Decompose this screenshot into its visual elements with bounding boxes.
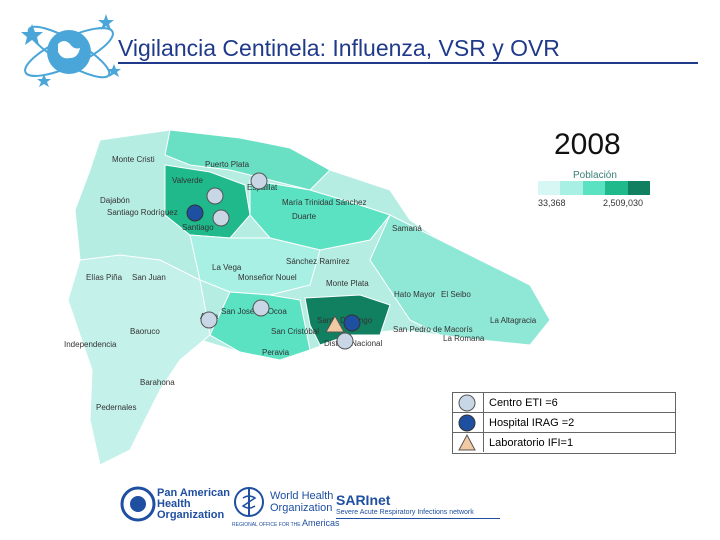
place-label: El Seibo [441,290,471,299]
surveillance-legend: Centro ETI =6 Hospital IRAG =2 Laborator… [452,392,676,454]
place-label: Monseñor Nouel [238,273,297,282]
place-label: La Altagracia [490,316,537,325]
place-label: Azua [200,312,219,321]
population-color-scale [538,181,651,195]
scale-swatch-3 [582,181,606,195]
region-cibao-east [249,179,391,251]
place-label: Baoruco [130,327,160,336]
place-label: Elías Piña [86,273,123,282]
irag-legend-icon [458,414,476,432]
ifi-legend-icon [458,433,476,451]
population-max: 2,509,030 [603,198,644,208]
place-label: Santo Domingo [317,316,373,325]
region-north-coast [164,129,331,191]
region-central [189,234,321,296]
place-label: Distrito Nacional [324,339,383,348]
place-label: Sánchez Ramírez [286,257,350,266]
scale-swatch-4 [605,181,628,195]
place-label: María Trinidad Sánchez [282,198,367,207]
place-label: Monte Cristi [112,155,155,164]
slide-title: Vigilancia Centinela: Influenza, VSR y O… [118,34,698,64]
place-label: Samaná [392,224,422,233]
place-label: Independencia [64,340,117,349]
place-label: Santiago Rodríguez [107,208,178,217]
star-network-logo [21,14,121,87]
sarinet-logo: SARInet [336,492,391,508]
region-south-central [209,291,311,361]
paho-name: Pan American Health Organization [157,487,230,521]
footer-divider [336,518,500,519]
place-label: Dajabón [100,196,130,205]
place-label: Santiago [182,223,214,232]
place-label: Barahona [140,378,175,387]
place-label: Pedernales [96,403,137,412]
place-label: La Romana [443,334,485,343]
population-legend-title: Población [573,170,617,181]
paho-logo-icon [120,486,156,522]
region-east [369,214,551,346]
place-label: Espaillat [247,183,278,192]
legend-row-ifi: Laboratorio IFI=1 [453,433,675,452]
region-southwest [67,254,211,466]
scale-swatch-5 [627,181,651,195]
place-label: San Cristóbal [271,327,320,336]
legend-row-irag: Hospital IRAG =2 [453,413,675,433]
place-label: San Pedro de Macorís [393,325,473,334]
place-label: Puerto Plata [205,160,250,169]
place-label: Peravia [262,348,290,357]
place-label: La Vega [212,263,242,272]
legend-label: Centro ETI =6 [489,396,558,409]
place-label: Duarte [292,212,317,221]
population-min: 33,368 [538,198,566,208]
who-regional-office: REGIONAL OFFICE FOR THE Americas [232,518,340,528]
who-name: World Health Organization [270,490,334,514]
legend-label: Laboratorio IFI=1 [489,436,574,449]
legend-label: Hospital IRAG =2 [489,416,575,429]
place-label: San Juan [132,273,166,282]
scale-swatch-2 [560,181,583,195]
who-logo-icon [234,487,264,517]
year-label: 2008 [554,128,621,161]
place-label: Hato Mayor [394,290,436,299]
sarinet-subtitle: Severe Acute Respiratory Infections netw… [336,509,474,516]
place-label: San José de Ocoa [221,307,287,316]
legend-row-eti: Centro ETI =6 [453,393,675,413]
eti-legend-icon [458,394,476,412]
place-label: Monte Plata [326,279,369,288]
scale-swatch-1 [538,181,561,195]
place-label: Valverde [172,176,203,185]
